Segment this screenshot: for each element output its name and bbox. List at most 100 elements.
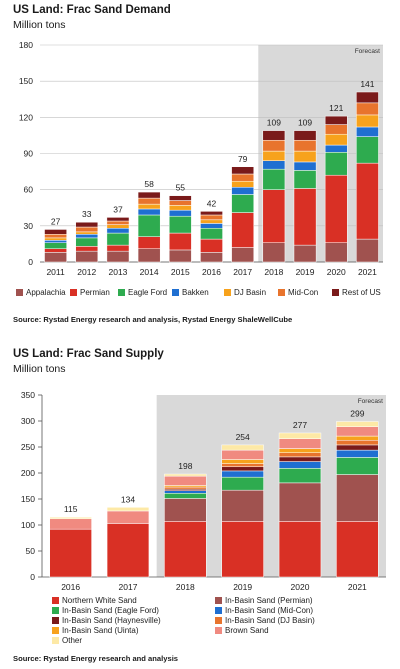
- bar-segment: [356, 162, 379, 240]
- bar-segment: [164, 490, 207, 494]
- y-tick-label: 150: [19, 76, 33, 86]
- bar-segment: [324, 124, 348, 135]
- legend-swatch: [172, 289, 179, 296]
- bar-segment: [278, 521, 322, 578]
- bar-segment: [137, 214, 161, 237]
- bar-segment: [75, 246, 99, 252]
- y-tick-label: 180: [19, 40, 33, 50]
- legend-swatch: [215, 617, 222, 624]
- bar-segment: [200, 219, 223, 224]
- legend-item: Eagle Ford: [128, 288, 167, 297]
- bar-segment: [356, 238, 379, 263]
- bar-segment: [262, 168, 286, 190]
- bar-segment: [75, 226, 99, 233]
- bar-segment: [293, 150, 317, 163]
- bar-segment: [49, 518, 92, 530]
- bar-segment: [336, 435, 379, 441]
- legend-swatch: [215, 607, 222, 614]
- bar-segment: [75, 237, 99, 247]
- y-tick-label: 250: [21, 442, 35, 452]
- bar-segment: [293, 170, 317, 189]
- bar-total-label: 141: [360, 79, 374, 89]
- bar-total-label: 254: [236, 432, 250, 442]
- bar-segment: [137, 208, 161, 216]
- bar-segment: [49, 528, 92, 578]
- bar-total-label: 33: [82, 209, 92, 219]
- bar-total-label: 277: [293, 420, 307, 430]
- bar-segment: [336, 421, 379, 427]
- bar-segment: [231, 166, 255, 175]
- bar-segment: [231, 180, 255, 188]
- legend-item: Brown Sand: [225, 626, 269, 635]
- bar-segment: [221, 444, 264, 451]
- bar-segment: [278, 438, 322, 449]
- y-tick-label: 0: [30, 572, 35, 582]
- bar-segment: [106, 217, 130, 222]
- bar-segment: [221, 466, 264, 472]
- y-tick-label: 90: [24, 149, 34, 159]
- supply-chart-subtitle: Million tons: [13, 363, 66, 375]
- legend-item: DJ Basin: [234, 288, 266, 297]
- bar-total-label: 134: [121, 494, 135, 504]
- bar-segment: [231, 247, 255, 263]
- supply-chart-title: US Land: Frac Sand Supply: [13, 348, 164, 360]
- bar-segment: [336, 474, 379, 522]
- bar-total-label: 109: [267, 118, 281, 128]
- bar-segment: [137, 203, 161, 210]
- bar-segment: [164, 521, 207, 578]
- legend-swatch: [278, 289, 285, 296]
- bar-segment: [168, 195, 192, 201]
- supply-chart-panel: US Land: Frac Sand Supply Million tons F…: [0, 340, 400, 669]
- legend-item: Bakken: [182, 288, 209, 297]
- bar-segment: [106, 224, 130, 229]
- bar-segment: [293, 188, 317, 246]
- legend-item: In-Basin Sand (Mid-Con): [225, 606, 313, 615]
- bar-segment: [200, 214, 223, 221]
- bar-segment: [106, 250, 130, 263]
- bar-segment: [293, 244, 317, 263]
- legend-swatch: [52, 607, 59, 614]
- legend-swatch: [52, 617, 59, 624]
- legend-item: Appalachia: [26, 288, 66, 297]
- bar-total-label: 299: [350, 409, 364, 419]
- bar-segment: [221, 476, 264, 491]
- x-tick-label: 2015: [171, 267, 190, 277]
- bar-segment: [168, 215, 192, 234]
- bar-segment: [278, 452, 322, 458]
- legend-item: In-Basin Sand (Permian): [225, 596, 313, 605]
- bar-segment: [356, 102, 379, 116]
- legend-item: Other: [62, 636, 82, 645]
- bar-segment: [49, 516, 92, 520]
- bar-segment: [324, 115, 348, 125]
- bar-segment: [262, 139, 286, 152]
- bar-segment: [221, 521, 264, 578]
- bar-segment: [200, 238, 223, 253]
- bar-segment: [221, 449, 264, 460]
- x-tick-label: 2019: [233, 582, 252, 592]
- x-tick-label: 2020: [291, 582, 310, 592]
- legend-swatch: [52, 597, 59, 604]
- x-tick-label: 2012: [77, 267, 96, 277]
- forecast-label: Forecast: [358, 398, 383, 405]
- bar-segment: [356, 126, 379, 137]
- bar-segment: [221, 463, 264, 468]
- bar-segment: [293, 161, 317, 171]
- demand-chart-subtitle: Million tons: [13, 19, 66, 31]
- bar-segment: [336, 444, 379, 451]
- bar-total-label: 109: [298, 118, 312, 128]
- bar-segment: [106, 510, 150, 524]
- x-tick-label: 2018: [176, 582, 195, 592]
- y-tick-label: 60: [24, 185, 34, 195]
- bar-segment: [106, 244, 130, 252]
- bar-segment: [231, 212, 255, 248]
- legend-swatch: [52, 637, 59, 644]
- bar-total-label: 27: [51, 216, 61, 226]
- bar-segment: [75, 221, 99, 228]
- demand-chart-source: Source: Rystad Energy research and analy…: [13, 315, 293, 324]
- legend-swatch: [215, 627, 222, 634]
- demand-chart: Forecast 0 30 60 90 120 150 180 27 2011 33 2012 37 20…: [16, 40, 383, 297]
- legend-swatch: [16, 289, 23, 296]
- demand-chart-panel: US Land: Frac Sand Demand Million tons F…: [0, 0, 400, 330]
- bar-segment: [231, 187, 255, 195]
- bar-segment: [44, 237, 67, 241]
